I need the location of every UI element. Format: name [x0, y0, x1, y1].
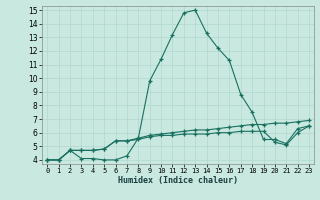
X-axis label: Humidex (Indice chaleur): Humidex (Indice chaleur) [118, 176, 237, 185]
